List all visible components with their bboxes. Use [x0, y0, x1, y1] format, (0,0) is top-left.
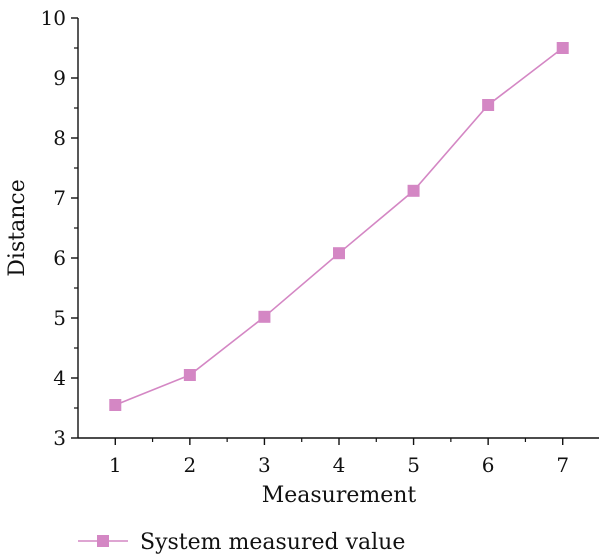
legend-label: System measured value	[140, 530, 405, 555]
y-tick-label: 6	[53, 246, 66, 270]
y-tick-label: 10	[41, 6, 66, 30]
data-point	[407, 184, 420, 197]
data-point	[556, 42, 569, 54]
y-tick-label: 7	[53, 186, 66, 210]
x-axis-title: Measurement	[262, 483, 417, 508]
x-tick-label: 5	[407, 453, 420, 477]
data-point	[258, 310, 271, 323]
y-tick-label: 8	[53, 126, 66, 150]
x-tick-label: 1	[109, 453, 122, 477]
y-tick-label: 3	[53, 426, 66, 450]
y-tick-label: 9	[53, 66, 66, 90]
y-tick-label: 4	[53, 366, 66, 390]
x-tick-label: 3	[258, 453, 271, 477]
legend: System measured value	[78, 530, 405, 555]
legend-marker	[97, 535, 109, 547]
y-tick-label: 5	[53, 306, 66, 330]
x-tick-label: 2	[183, 453, 196, 477]
x-tick-label: 4	[333, 453, 346, 477]
x-tick-label: 7	[556, 453, 569, 477]
data-point	[482, 99, 495, 111]
series-layer	[109, 42, 569, 411]
y-axis-title: Distance	[5, 179, 30, 276]
series-line	[114, 47, 564, 406]
data-point	[109, 399, 122, 411]
data-point	[183, 369, 196, 381]
x-tick-label: 6	[482, 453, 495, 477]
data-point	[333, 247, 345, 260]
ticks-layer: 3 4 5 6 7 8 9 10 1 2 3 4 5 6 7	[41, 6, 570, 477]
